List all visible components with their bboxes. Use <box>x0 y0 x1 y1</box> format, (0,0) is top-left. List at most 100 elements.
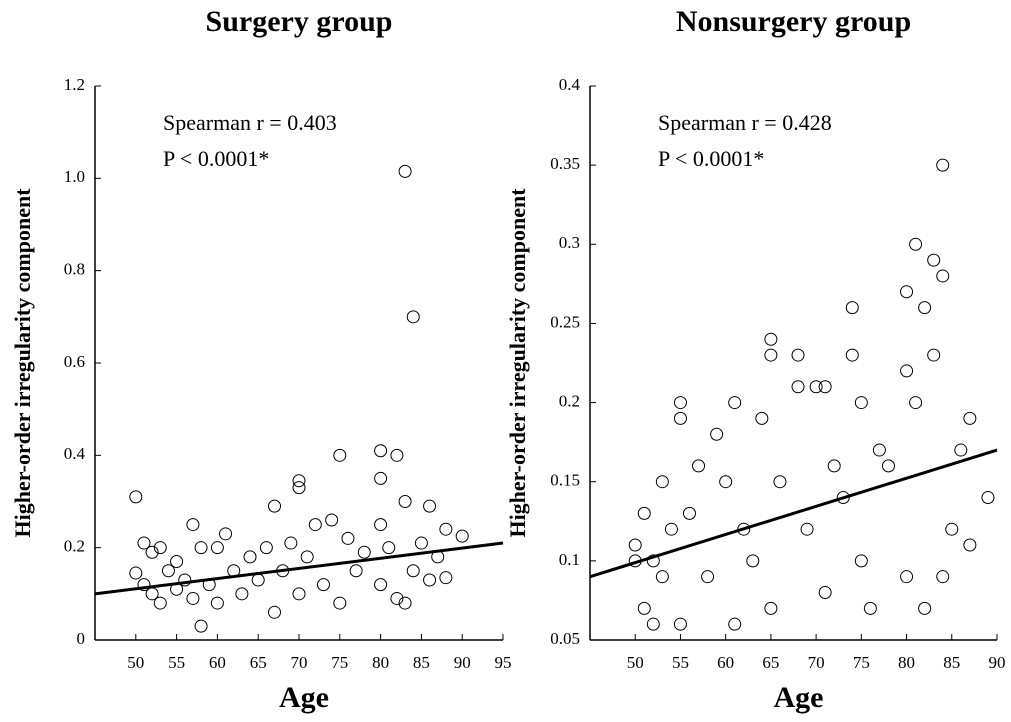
point <box>219 527 233 541</box>
x-tick-label: 90 <box>454 653 471 672</box>
annotation: P < 0.0001* <box>658 146 764 171</box>
point <box>194 541 208 555</box>
point <box>655 475 669 489</box>
point <box>764 601 778 615</box>
point <box>341 531 355 545</box>
y-tick-label: 0.3 <box>559 233 580 252</box>
point <box>954 443 968 457</box>
point <box>251 573 265 587</box>
y-tick-label: 0.8 <box>64 260 85 279</box>
x-axis-label: Age <box>774 681 824 714</box>
point <box>406 564 420 578</box>
point <box>374 471 388 485</box>
point <box>235 587 249 601</box>
x-tick-label: 80 <box>372 653 389 672</box>
point <box>374 578 388 592</box>
point <box>909 237 923 251</box>
chart-title: Nonsurgery group <box>676 5 911 38</box>
point <box>178 573 192 587</box>
y-tick-label: 0.1 <box>559 550 580 569</box>
point <box>292 474 306 488</box>
point <box>292 587 306 601</box>
point <box>186 591 200 605</box>
point <box>129 490 143 504</box>
point <box>145 545 159 559</box>
point <box>800 522 814 536</box>
point <box>936 570 950 584</box>
point <box>755 411 769 425</box>
y-tick-label: 0.4 <box>559 75 581 94</box>
point <box>673 411 687 425</box>
point <box>333 596 347 610</box>
point <box>818 380 832 394</box>
point <box>963 411 977 425</box>
point <box>186 518 200 532</box>
point <box>927 348 941 362</box>
point <box>827 459 841 473</box>
point <box>818 586 832 600</box>
y-tick-label: 0.2 <box>64 537 85 556</box>
x-tick-label: 85 <box>943 653 960 672</box>
point <box>845 301 859 315</box>
point <box>746 554 760 568</box>
point <box>791 348 805 362</box>
point <box>170 555 184 569</box>
point <box>398 495 412 508</box>
y-tick-label: 0 <box>77 629 86 648</box>
point <box>357 545 371 559</box>
point <box>129 566 143 580</box>
y-axis-label: Higher-order irregularity component <box>505 188 530 538</box>
point <box>194 619 208 633</box>
point <box>637 601 651 615</box>
x-tick-label: 80 <box>898 653 915 672</box>
point <box>349 564 363 578</box>
trend-line <box>94 541 504 596</box>
point <box>791 380 805 394</box>
point <box>153 596 167 610</box>
x-tick-label: 85 <box>413 653 430 672</box>
y-tick-label: 0.15 <box>550 471 580 490</box>
point <box>390 591 404 605</box>
x-tick-label: 65 <box>250 653 267 672</box>
point <box>161 564 175 578</box>
point <box>137 578 151 592</box>
y-tick-label: 1.2 <box>64 75 85 94</box>
point <box>646 554 660 568</box>
point <box>646 617 660 631</box>
x-tick-label: 55 <box>672 653 689 672</box>
point <box>863 601 877 615</box>
point <box>764 332 778 346</box>
point <box>414 536 428 550</box>
point <box>927 253 941 267</box>
point <box>854 554 868 568</box>
x-axis-label: Age <box>279 681 329 714</box>
y-tick-label: 0.4 <box>64 444 86 463</box>
point <box>268 499 282 513</box>
point <box>918 301 932 315</box>
point <box>854 396 868 410</box>
point <box>728 396 742 410</box>
point <box>692 459 706 473</box>
point <box>981 491 995 505</box>
point <box>374 444 388 458</box>
point <box>936 158 950 172</box>
point <box>673 396 687 410</box>
y-tick-label: 1.0 <box>64 167 85 186</box>
x-tick-label: 60 <box>209 653 226 672</box>
point <box>259 541 273 555</box>
point <box>918 601 932 615</box>
y-axis-label: Higher-order irregularity component <box>10 188 35 538</box>
point <box>710 427 724 441</box>
point <box>374 518 388 532</box>
point <box>382 541 396 555</box>
y-tick-label: 0.05 <box>550 629 580 648</box>
x-tick-label: 70 <box>808 653 825 672</box>
point <box>137 536 151 550</box>
point <box>728 617 742 631</box>
point <box>243 550 257 564</box>
point <box>764 348 778 362</box>
x-tick-label: 50 <box>127 653 144 672</box>
x-tick-label: 70 <box>291 653 308 672</box>
point <box>292 481 306 495</box>
